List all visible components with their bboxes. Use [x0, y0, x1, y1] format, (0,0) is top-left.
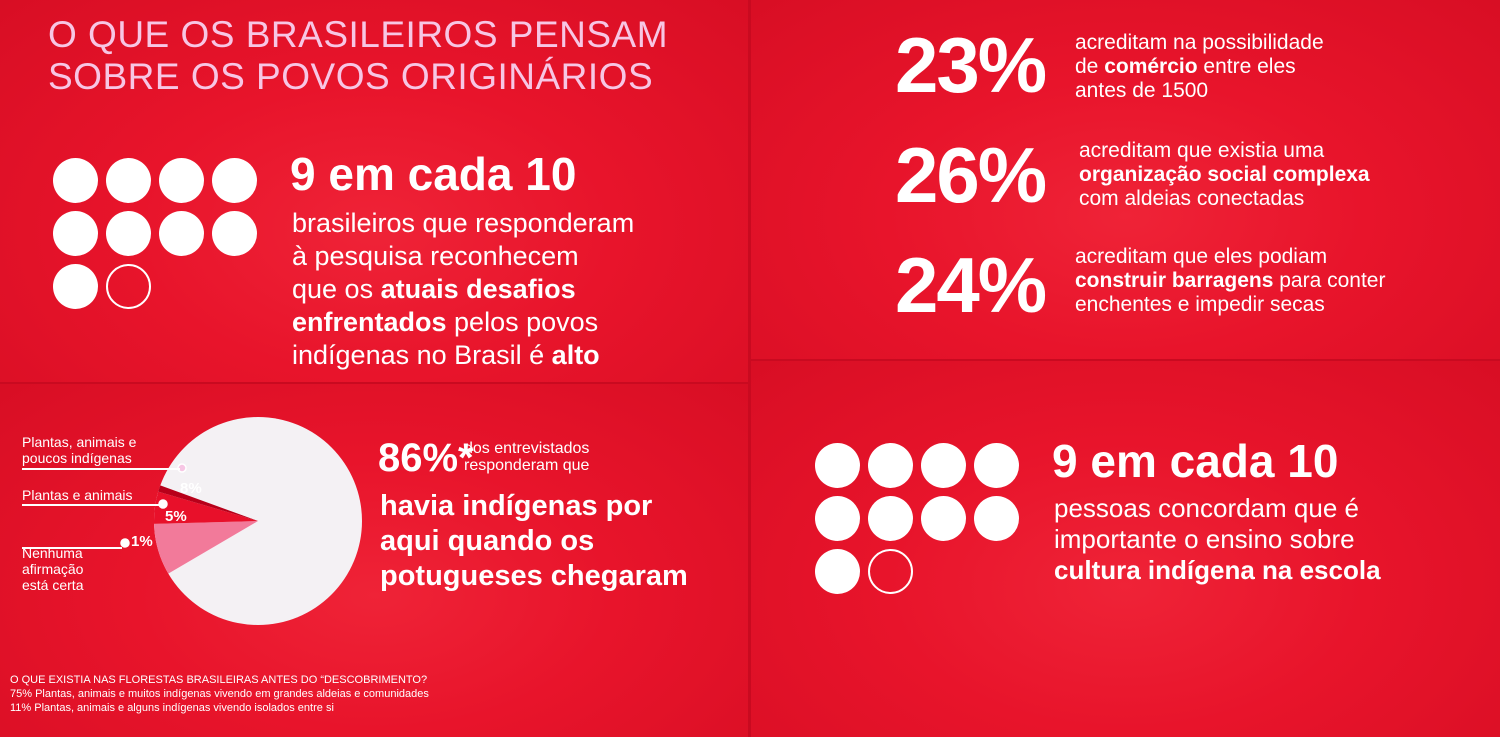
panel-divider-right: [750, 359, 1500, 361]
filled-dot: [53, 158, 98, 203]
filled-dot: [212, 211, 257, 256]
footnote-heading: O QUE EXISTIA NAS FLORESTAS BRASILEIRAS …: [10, 674, 428, 686]
pie-chart-area: Plantas, animais e poucos indígenas Plan…: [0, 383, 380, 643]
block2-line1: pessoas concordam que é: [1054, 493, 1359, 523]
pie-label-c: Nenhuma afirmação está certa: [22, 545, 83, 593]
stat-86-sub1: dos entrevistados: [464, 440, 590, 457]
stat-line2: de: [1075, 55, 1105, 78]
filled-dot: [815, 443, 860, 488]
stat-line1: acreditam que existia uma: [1079, 139, 1325, 162]
panel-bottom-left: Plantas, animais e poucos indígenas Plan…: [0, 383, 750, 737]
block1-line3-bold: atuais desafios: [380, 274, 576, 304]
stat-line2-bold: comércio: [1104, 55, 1198, 78]
leader-line-b: [22, 504, 162, 506]
heading-9-em-10: 9 em cada 10: [290, 148, 577, 200]
main-title: O QUE OS BRASILEIROS PENSAM SOBRE OS POV…: [48, 14, 668, 98]
pie-label-c-line1: Nenhuma: [22, 545, 83, 561]
claim-line1: havia indígenas por: [380, 490, 653, 522]
heading-9-em-10-b: 9 em cada 10: [1052, 435, 1339, 487]
empty-dot: [106, 264, 151, 309]
pie-slice-a: [154, 521, 258, 574]
footnote: O QUE EXISTIA NAS FLORESTAS BRASILEIRAS …: [10, 673, 429, 715]
filled-dot: [159, 211, 204, 256]
block1-line3: que os: [292, 274, 381, 304]
pie-slice-b: [153, 491, 258, 524]
stat-line2-post: para conter: [1273, 269, 1386, 292]
stat-line3: com aldeias conectadas: [1079, 187, 1305, 210]
leader-line-c: [22, 547, 122, 549]
stat-86-claim: havia indígenas por aqui quando os potug…: [380, 489, 730, 594]
title-line-2: SOBRE OS POVOS ORIGINÁRIOS: [48, 56, 654, 97]
pie-value-c: 1%: [131, 533, 153, 550]
block2-line3-bold: cultura indígena na escola: [1054, 555, 1381, 585]
stat-percent: 24%: [895, 241, 1047, 329]
filled-dot: [159, 158, 204, 203]
pie-label-a-line2: poucos indígenas: [22, 450, 132, 466]
claim-line2: aqui quando os: [380, 525, 595, 557]
filled-dot: [921, 496, 966, 541]
filled-dot: [53, 211, 98, 256]
stat-line1: acreditam na possibilidade: [1075, 31, 1324, 54]
empty-dot: [868, 549, 913, 594]
stat-line2-post: entre eles: [1197, 55, 1296, 78]
block1-line4: pelos povos: [446, 307, 599, 337]
block1-line2: à pesquisa reconhecem: [292, 241, 579, 271]
dot-grid-1: [53, 158, 257, 309]
pie-label-a: Plantas, animais e poucos indígenas: [22, 434, 136, 466]
block2-description: pessoas concordam que é importante o ens…: [1054, 493, 1381, 586]
stat-line1: acreditam que eles podiam: [1075, 245, 1328, 268]
stat-line3: antes de 1500: [1075, 79, 1209, 102]
title-line-1: O QUE OS BRASILEIROS PENSAM: [48, 14, 669, 55]
claim-line3: potugueses chegaram: [380, 560, 688, 592]
filled-dot: [53, 264, 98, 309]
block1-description: brasileiros que responderam à pesquisa r…: [292, 207, 634, 372]
filled-dot: [868, 496, 913, 541]
pie-label-c-line3: está certa: [22, 577, 84, 593]
filled-dot: [212, 158, 257, 203]
pie-slice-c: [158, 485, 258, 521]
stat-line3: enchentes e impedir secas: [1075, 293, 1325, 316]
pie-value-a: 8%: [180, 480, 202, 497]
filled-dot: [815, 549, 860, 594]
panel-top-right: 23% acreditam na possibilidade de comérc…: [750, 0, 1500, 360]
block2-line2: importante o ensino sobre: [1054, 524, 1355, 554]
stat-86-value: 86%*: [378, 436, 474, 480]
pie-value-b: 5%: [165, 508, 187, 525]
panel-top-left: O QUE OS BRASILEIROS PENSAM SOBRE OS POV…: [0, 0, 750, 383]
filled-dot: [815, 496, 860, 541]
stat-86-sub2: responderam que: [464, 457, 590, 474]
dot-grid-2: [815, 443, 1019, 594]
panel-divider-left: [0, 382, 750, 384]
stat-description: acreditam que existia uma organização so…: [1079, 139, 1479, 211]
block1-line4-bold: enfrentados: [292, 307, 447, 337]
block1-line1: brasileiros que responderam: [292, 208, 635, 238]
stat-line2-bold: construir barragens: [1075, 269, 1274, 292]
pie-label-a-line1: Plantas, animais e: [22, 434, 137, 450]
leader-line-a: [22, 468, 180, 470]
filled-dot: [974, 496, 1019, 541]
panel-bottom-right: 9 em cada 10 pessoas concordam que é imp…: [750, 360, 1500, 737]
filled-dot: [868, 443, 913, 488]
pie-label-b: Plantas e animais: [22, 487, 133, 503]
stat-line2-bold: organização social complexa: [1079, 163, 1370, 186]
stat-percent: 26%: [895, 131, 1047, 219]
stat-description: acreditam que eles podiam construir barr…: [1075, 245, 1475, 317]
block1-line5: indígenas no Brasil é: [292, 340, 552, 370]
pie-label-c-line2: afirmação: [22, 561, 84, 577]
filled-dot: [974, 443, 1019, 488]
stat-percent: 23%: [895, 21, 1047, 109]
panel-divider-vertical: [748, 0, 751, 737]
filled-dot: [106, 158, 151, 203]
block1-line5-bold: alto: [551, 340, 600, 370]
leader-dot: [120, 538, 130, 548]
pie-chart: [120, 417, 362, 625]
filled-dot: [106, 211, 151, 256]
footnote-line1: 75% Plantas, animais e muitos indígenas …: [10, 688, 429, 700]
filled-dot: [921, 443, 966, 488]
footnote-line2: 11% Plantas, animais e alguns indígenas …: [10, 702, 334, 714]
stat-86-subtitle: dos entrevistados responderam que: [464, 440, 664, 474]
stat-description: acreditam na possibilidade de comércio e…: [1075, 31, 1475, 103]
